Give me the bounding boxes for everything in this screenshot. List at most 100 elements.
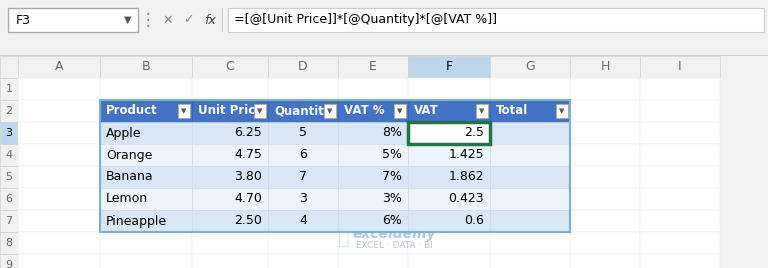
- Text: F3: F3: [16, 13, 31, 27]
- Bar: [570, 232, 640, 254]
- Bar: [408, 144, 490, 166]
- Bar: [640, 232, 720, 254]
- Bar: [192, 122, 268, 144]
- Text: VAT: VAT: [414, 105, 439, 117]
- Text: =[@[Unit Price]]*[@Quantity]*[@[VAT %]]: =[@[Unit Price]]*[@Quantity]*[@[VAT %]]: [234, 13, 497, 27]
- Bar: [268, 232, 338, 254]
- Bar: [100, 210, 192, 232]
- Bar: [640, 144, 720, 166]
- Bar: [556, 104, 568, 118]
- Text: 5%: 5%: [382, 148, 402, 162]
- Bar: [338, 100, 408, 122]
- Bar: [338, 100, 408, 122]
- Bar: [490, 100, 570, 122]
- Bar: [192, 166, 268, 188]
- Bar: [18, 78, 100, 100]
- Bar: [408, 166, 490, 188]
- Bar: [570, 254, 640, 268]
- Text: 5: 5: [5, 172, 12, 182]
- Text: ▼: ▼: [397, 108, 402, 114]
- Bar: [0, 56, 18, 78]
- Bar: [100, 122, 192, 144]
- Text: 5: 5: [299, 126, 307, 140]
- Bar: [338, 210, 408, 232]
- Text: ▼: ▼: [327, 108, 333, 114]
- Text: ▼: ▼: [124, 15, 132, 25]
- Bar: [18, 100, 100, 122]
- Bar: [338, 122, 408, 144]
- Text: 7: 7: [299, 170, 307, 184]
- Bar: [570, 144, 640, 166]
- Bar: [254, 104, 266, 118]
- Text: 0.6: 0.6: [464, 214, 484, 228]
- Bar: [18, 210, 100, 232]
- Bar: [268, 166, 338, 188]
- Bar: [408, 188, 490, 210]
- Bar: [408, 122, 490, 144]
- Bar: [18, 254, 100, 268]
- Text: ▼: ▼: [479, 108, 485, 114]
- Text: Apple: Apple: [106, 126, 141, 140]
- Bar: [338, 188, 408, 210]
- Bar: [394, 104, 406, 118]
- Bar: [408, 122, 490, 144]
- Bar: [640, 78, 720, 100]
- Bar: [408, 232, 490, 254]
- Bar: [100, 100, 192, 122]
- Text: Orange: Orange: [106, 148, 152, 162]
- Bar: [570, 56, 640, 78]
- Bar: [338, 254, 408, 268]
- Bar: [100, 188, 192, 210]
- Bar: [490, 166, 570, 188]
- Text: 7%: 7%: [382, 170, 402, 184]
- Bar: [338, 232, 408, 254]
- Bar: [192, 100, 268, 122]
- Bar: [640, 56, 720, 78]
- Bar: [408, 100, 490, 122]
- Text: 3: 3: [299, 192, 307, 206]
- Bar: [268, 210, 338, 232]
- Text: 4.70: 4.70: [234, 192, 262, 206]
- Bar: [100, 232, 192, 254]
- Text: VAT %: VAT %: [344, 105, 385, 117]
- Text: D: D: [298, 61, 308, 73]
- Bar: [570, 100, 640, 122]
- Bar: [192, 144, 268, 166]
- Text: 0.423: 0.423: [449, 192, 484, 206]
- Bar: [100, 210, 192, 232]
- Bar: [192, 56, 268, 78]
- Bar: [408, 210, 490, 232]
- Bar: [192, 166, 268, 188]
- Bar: [268, 188, 338, 210]
- Bar: [0, 55, 768, 56]
- Text: 3: 3: [5, 128, 12, 138]
- Bar: [490, 122, 570, 144]
- Text: H: H: [601, 61, 610, 73]
- Text: Pineapple: Pineapple: [106, 214, 167, 228]
- Bar: [640, 254, 720, 268]
- Bar: [490, 188, 570, 210]
- Bar: [408, 122, 490, 144]
- Bar: [640, 122, 720, 144]
- Bar: [268, 122, 338, 144]
- Text: 1.862: 1.862: [449, 170, 484, 184]
- Bar: [338, 210, 408, 232]
- Bar: [0, 144, 18, 166]
- Bar: [408, 188, 490, 210]
- Text: B: B: [141, 61, 151, 73]
- Bar: [338, 144, 408, 166]
- Bar: [192, 100, 268, 122]
- Text: 2.50: 2.50: [234, 214, 262, 228]
- Bar: [268, 100, 338, 122]
- Bar: [0, 254, 18, 268]
- Text: 2.5: 2.5: [464, 126, 484, 140]
- Bar: [570, 78, 640, 100]
- Text: 4: 4: [5, 150, 12, 160]
- Bar: [490, 210, 570, 232]
- Bar: [408, 100, 490, 122]
- Bar: [570, 166, 640, 188]
- Bar: [408, 166, 490, 188]
- Text: F: F: [445, 61, 452, 73]
- Bar: [324, 104, 336, 118]
- Bar: [18, 188, 100, 210]
